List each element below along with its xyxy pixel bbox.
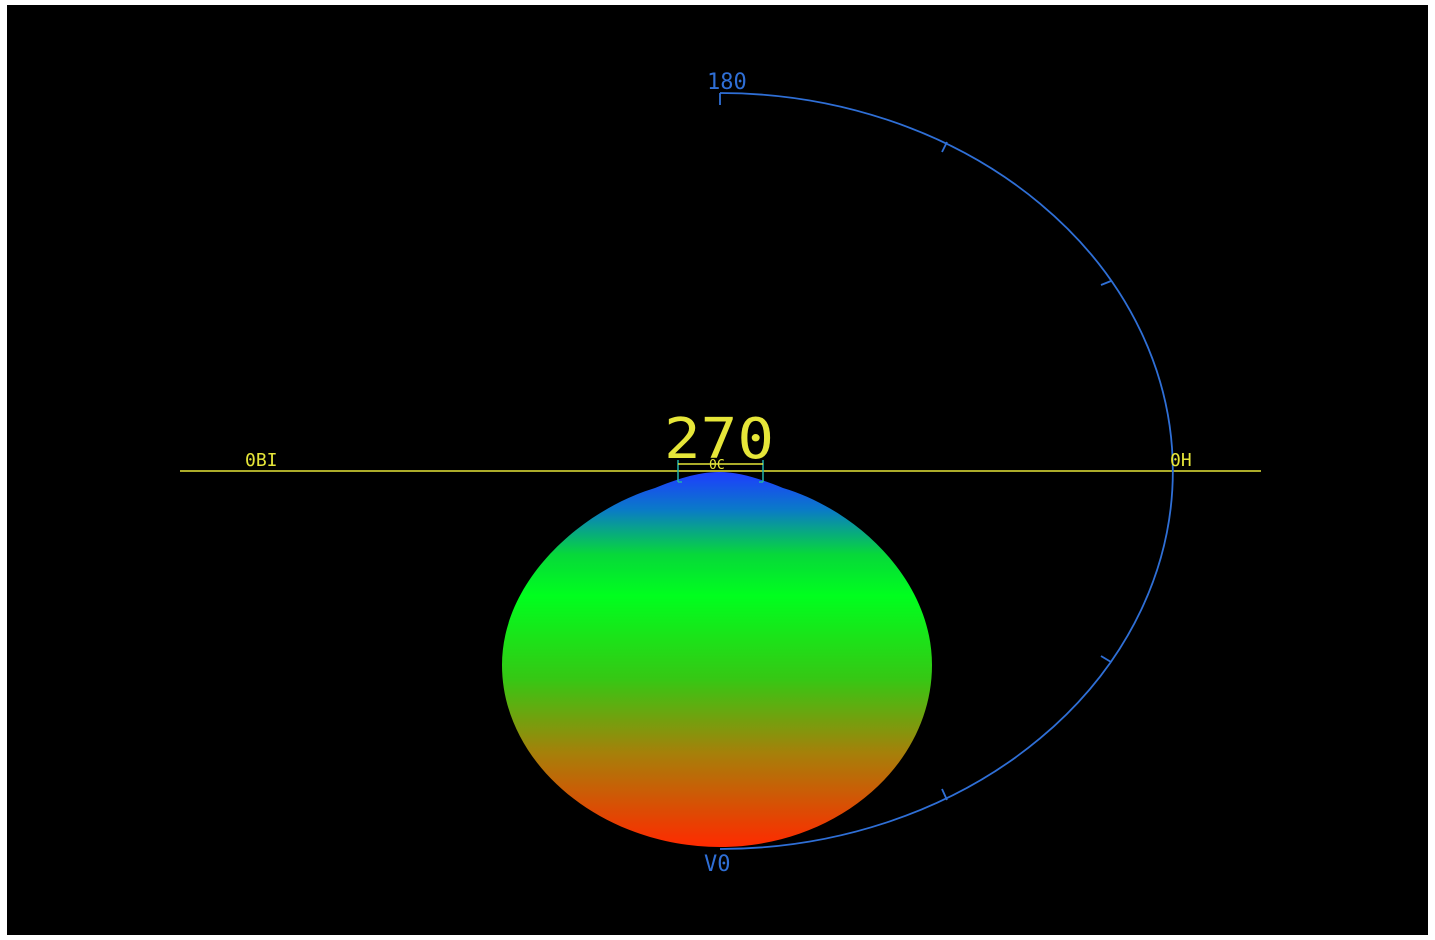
angle-label-center: 270 (664, 407, 774, 472)
angle-arc (719, 92, 1174, 850)
right-axis-label: 0H (1170, 450, 1192, 471)
arc-tick-marks (719, 93, 1112, 801)
arc-tick-150 (941, 141, 948, 153)
intensity-diagram: 180 270 0C 0BI 0H V0 (180, 70, 1261, 877)
center-small-label: 0C (709, 458, 725, 473)
plot-viewport: 180 270 0C 0BI 0H V0 (7, 5, 1428, 935)
arc-tick-30 (941, 788, 948, 801)
arc-tick-60 (1100, 655, 1112, 663)
light-distribution-lobe (502, 472, 932, 847)
left-axis-label: 0BI (245, 450, 278, 471)
emitter-fixture (677, 460, 764, 483)
arc-tick-120 (1100, 280, 1112, 286)
angle-label-top: 180 (707, 70, 747, 95)
bottom-marker-label: V0 (704, 852, 731, 877)
